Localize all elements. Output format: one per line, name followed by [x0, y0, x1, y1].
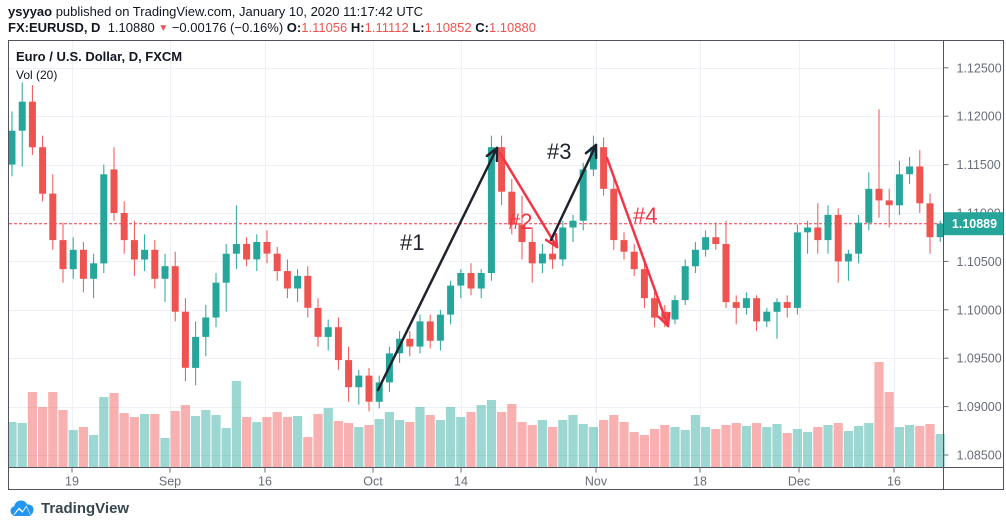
chart-legend: Euro / U.S. Dollar, D, FXCM Vol (20) — [16, 49, 182, 82]
open-label: O: — [286, 20, 302, 35]
published-line: ysyyao published on TradingView.com, Jan… — [8, 4, 423, 19]
trend-label-2: #2 — [508, 209, 532, 234]
svg-text:1.08500: 1.08500 — [957, 449, 1002, 463]
svg-text:Nov: Nov — [585, 475, 608, 489]
svg-text:16: 16 — [258, 475, 272, 489]
svg-text:1.09500: 1.09500 — [957, 352, 1002, 366]
author-name: ysyyao — [8, 4, 53, 19]
trend-label-4: #4 — [633, 203, 657, 228]
low-label: L: — [412, 20, 425, 35]
down-triangle-icon: ▼ — [158, 23, 169, 34]
tradingview-logo[interactable]: TradingView — [10, 500, 129, 517]
chart-frame-border — [8, 40, 1004, 490]
volume-indicator-label: Vol (20) — [16, 68, 58, 82]
svg-text:16: 16 — [887, 475, 901, 489]
candles — [8, 82, 944, 412]
svg-text:1.10889: 1.10889 — [952, 217, 997, 231]
svg-text:1.09000: 1.09000 — [957, 400, 1002, 414]
svg-text:1.10500: 1.10500 — [957, 255, 1002, 269]
high-value: 1.11112 — [364, 20, 409, 35]
svg-text:14: 14 — [454, 475, 468, 489]
chart-canvas: 1.125001.120001.115001.110001.105001.100… — [7, 40, 1004, 490]
time-axis: 19 Sep 16 Oct 14 Nov 18 Dec 16 — [65, 467, 901, 489]
volume-bars — [7, 362, 945, 467]
svg-text:1.12500: 1.12500 — [957, 61, 1002, 75]
symbol-label: FX:EURUSD, D — [8, 20, 101, 35]
trend-arrow-1: #1 — [376, 146, 499, 392]
trend-arrow-3: #3 — [547, 139, 598, 242]
last-price-badge: 1.10889 — [944, 212, 1004, 236]
candlestick-chart: 1.125001.120001.115001.110001.105001.100… — [7, 40, 1006, 492]
price-axis: 1.125001.120001.115001.110001.105001.100… — [943, 61, 1002, 463]
svg-text:Oct: Oct — [363, 475, 383, 489]
trend-arrow-4: #4 — [605, 156, 671, 328]
svg-text:1.12000: 1.12000 — [957, 110, 1002, 124]
high-label: H: — [350, 20, 365, 35]
svg-text:18: 18 — [693, 475, 707, 489]
grid-lines — [9, 41, 944, 468]
close-value: 1.10880 — [488, 20, 536, 35]
low-value: 1.10852 — [424, 20, 472, 35]
trend-label-3: #3 — [547, 139, 571, 164]
published-text: published on TradingView.com, January 10… — [52, 4, 424, 19]
last-price-text: 1.10880 — [107, 20, 155, 35]
chart-title: Euro / U.S. Dollar, D, FXCM — [16, 49, 183, 64]
change-text: −0.00176 (−0.16%) — [171, 20, 284, 35]
svg-text:1.10000: 1.10000 — [957, 303, 1002, 317]
svg-text:1.11500: 1.11500 — [957, 158, 1001, 172]
trend-label-1: #1 — [400, 230, 424, 255]
tradingview-logo-text: TradingView — [41, 500, 130, 517]
tradingview-cloud-icon — [10, 500, 34, 516]
trend-arrow-2: #2 — [498, 151, 559, 249]
open-value: 1.11056 — [301, 20, 348, 35]
symbol-status-line: FX:EURUSD, D 1.10880 ▼ −0.00176 (−0.16%)… — [8, 20, 536, 35]
close-label: C: — [475, 20, 489, 35]
svg-text:19: 19 — [65, 475, 79, 489]
svg-text:Sep: Sep — [159, 475, 181, 489]
svg-text:Dec: Dec — [788, 475, 810, 489]
